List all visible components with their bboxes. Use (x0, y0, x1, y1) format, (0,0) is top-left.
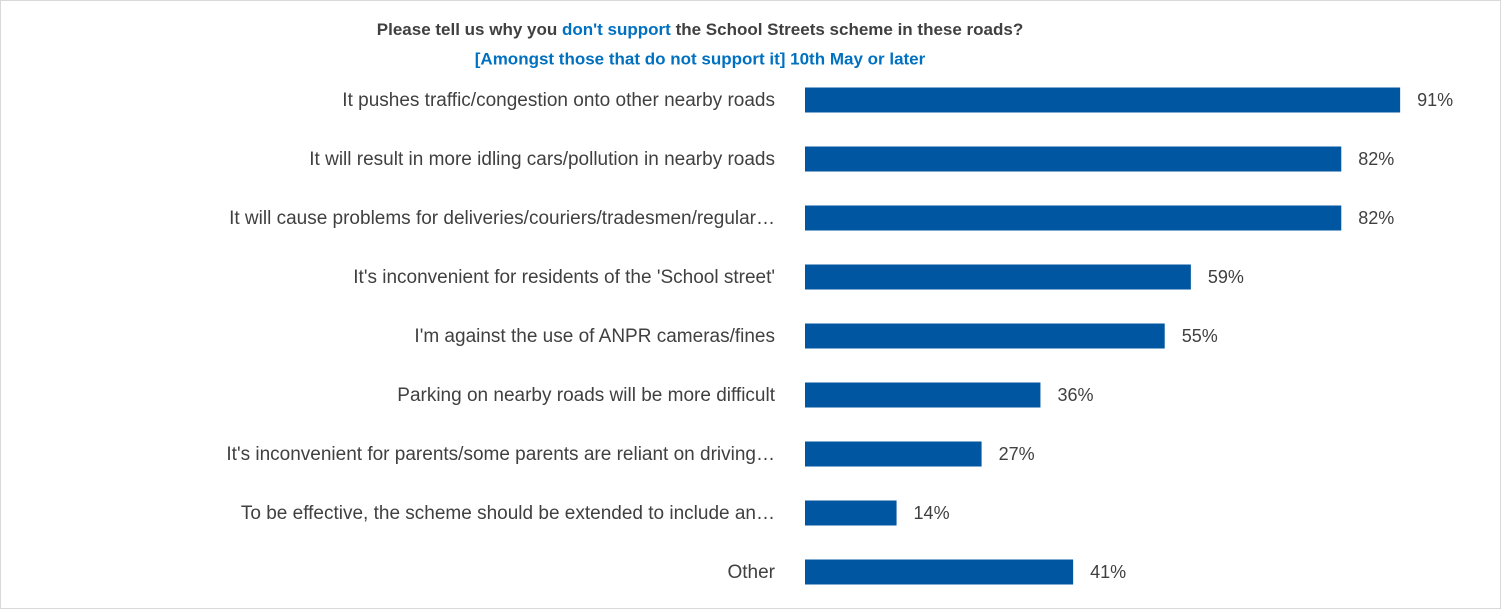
bar (805, 205, 1342, 231)
category-label: Parking on nearby roads will be more dif… (397, 385, 775, 406)
chart-title: Please tell us why you don't support the… (377, 20, 1023, 39)
category-label: Other (727, 562, 775, 583)
category-label: It pushes traffic/congestion onto other … (342, 90, 775, 111)
value-label: 27% (999, 444, 1035, 464)
title-part: Please tell us why you (377, 20, 557, 39)
bar (805, 441, 982, 467)
bar (805, 87, 1401, 113)
bar (805, 382, 1041, 408)
value-label: 91% (1417, 90, 1453, 110)
bar (805, 559, 1074, 585)
category-label: It's inconvenient for residents of the '… (353, 267, 775, 288)
title-part: don't support (562, 20, 671, 39)
category-label: I'm against the use of ANPR cameras/fine… (414, 326, 775, 347)
category-label: To be effective, the scheme should be ex… (241, 503, 775, 524)
bar (805, 323, 1165, 349)
value-label: 14% (914, 503, 950, 523)
value-label: 82% (1358, 149, 1394, 169)
bar (805, 500, 897, 526)
category-label: It will cause problems for deliveries/co… (229, 208, 775, 229)
chart-subtitle: [Amongst those that do not support it] 1… (475, 49, 926, 68)
category-label: It's inconvenient for parents/some paren… (226, 444, 775, 465)
value-label: 59% (1208, 267, 1244, 287)
bar (805, 146, 1342, 172)
value-label: 82% (1358, 208, 1394, 228)
title-part: the School Streets scheme in these roads… (676, 20, 1024, 39)
bar (805, 264, 1191, 290)
value-label: 36% (1057, 385, 1093, 405)
value-label: 41% (1090, 562, 1126, 582)
category-label: It will result in more idling cars/pollu… (309, 149, 775, 170)
value-label: 55% (1182, 326, 1218, 346)
